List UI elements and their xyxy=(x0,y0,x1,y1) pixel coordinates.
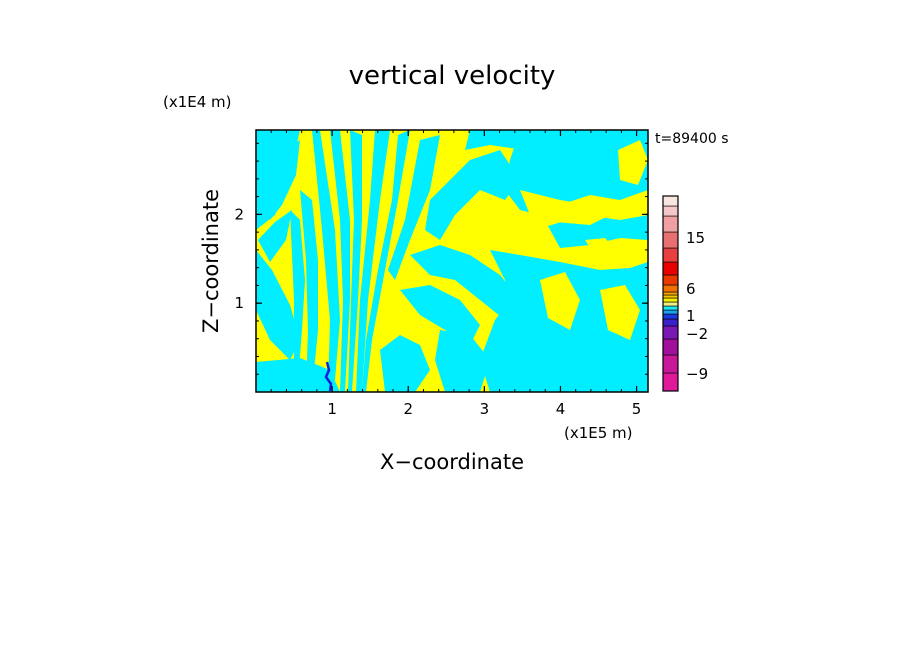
negative-region xyxy=(400,285,480,345)
chart-title: vertical velocity xyxy=(349,61,556,91)
colorbar-swatch xyxy=(662,305,679,311)
negative-region xyxy=(312,130,340,392)
colorbar-swatch xyxy=(662,247,679,263)
colorbar-swatch xyxy=(662,205,679,217)
colorbar-swatch xyxy=(662,284,679,293)
x-tick-label: 3 xyxy=(480,400,490,418)
colorbar-swatch xyxy=(662,297,679,303)
x-tick-label: 5 xyxy=(632,400,642,418)
negative-region xyxy=(425,150,520,240)
positive-region xyxy=(618,140,648,185)
colorbar: −9 −21 6 15 xyxy=(662,195,708,392)
positive-region xyxy=(585,238,620,262)
colorbar-tick-label: −9 xyxy=(686,365,708,383)
colorbar-tick-label: 15 xyxy=(686,229,705,247)
colorbar-swatch xyxy=(662,313,679,320)
colorbar-swatch xyxy=(662,291,679,296)
positive-region xyxy=(600,285,640,340)
x-unit-label: (x1E5 m) xyxy=(564,424,633,442)
x-axis-label: X−coordinate xyxy=(380,450,524,474)
positive-region xyxy=(540,272,580,330)
field-patterns xyxy=(256,130,648,392)
colorbar-swatch xyxy=(662,274,679,286)
negative-region xyxy=(362,130,410,392)
x-axis: 1 2 3 4 5 xyxy=(270,130,642,418)
negative-region xyxy=(388,135,440,280)
colorbar-swatch xyxy=(662,354,679,374)
x-tick-label: 2 xyxy=(403,400,413,418)
colorbar-tick-label: 6 xyxy=(686,280,696,298)
negative-region xyxy=(258,210,292,262)
y-axis: 12 xyxy=(234,142,648,375)
colorbar-swatch xyxy=(662,309,679,315)
strong-negative-filament xyxy=(324,361,333,392)
negative-region xyxy=(356,130,390,392)
negative-region xyxy=(300,190,318,392)
negative-region xyxy=(410,245,520,320)
time-label: t=89400 s xyxy=(655,131,729,147)
negative-region xyxy=(256,250,300,360)
colorbar-swatch xyxy=(662,372,679,392)
colorbar-swatch xyxy=(662,338,679,356)
colorbar-swatch xyxy=(662,294,679,299)
negative-region xyxy=(380,335,430,392)
colorbar-swatch xyxy=(662,195,679,207)
colorbar-tick-label: −2 xyxy=(686,325,708,343)
y-tick-label: 2 xyxy=(234,205,244,223)
colorbar-swatch xyxy=(662,318,679,327)
negative-region xyxy=(348,130,362,392)
contour-field xyxy=(256,130,648,392)
colorbar-swatch xyxy=(662,301,679,307)
colorbar-tick-label: 1 xyxy=(686,307,696,325)
negative-region xyxy=(290,210,305,380)
negative-region xyxy=(570,132,612,178)
positive-region xyxy=(520,190,610,225)
colorbar-swatch xyxy=(662,261,679,276)
y-tick-label: 1 xyxy=(234,294,244,312)
negative-region xyxy=(435,330,490,392)
negative-region xyxy=(505,130,648,215)
y-unit-label: (x1E4 m) xyxy=(163,93,232,111)
x-tick-label: 4 xyxy=(556,400,566,418)
colorbar-swatch xyxy=(662,215,679,233)
x-tick-label: 1 xyxy=(327,400,337,418)
colorbar-frame xyxy=(662,195,679,392)
negative-region xyxy=(465,130,530,150)
colorbar-swatch xyxy=(662,231,679,249)
y-axis-label: Z−coordinate xyxy=(199,189,223,333)
negative-region xyxy=(268,140,300,220)
colorbar-swatch xyxy=(662,325,679,340)
negative-region xyxy=(330,130,350,392)
plot-frame xyxy=(255,129,649,393)
